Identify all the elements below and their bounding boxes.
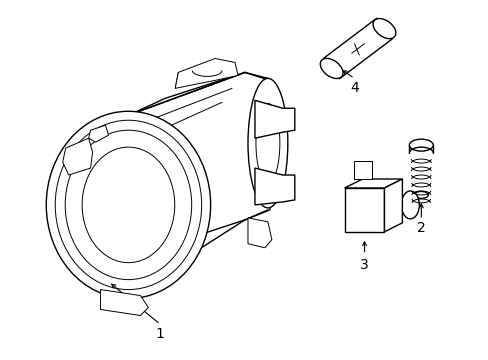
Text: 3: 3 [360, 258, 368, 272]
Ellipse shape [247, 78, 287, 208]
Ellipse shape [274, 179, 288, 197]
Polygon shape [254, 100, 294, 138]
Polygon shape [88, 125, 108, 142]
Polygon shape [247, 218, 271, 248]
Ellipse shape [46, 111, 210, 298]
Ellipse shape [413, 192, 427, 198]
Polygon shape [101, 289, 148, 315]
Polygon shape [353, 161, 371, 179]
Ellipse shape [372, 18, 395, 39]
Polygon shape [384, 179, 402, 232]
Ellipse shape [352, 207, 366, 223]
Polygon shape [175, 58, 238, 88]
Polygon shape [128, 72, 269, 294]
Ellipse shape [65, 130, 191, 280]
Ellipse shape [320, 58, 343, 78]
Polygon shape [254, 168, 294, 205]
Polygon shape [344, 188, 384, 232]
Polygon shape [344, 179, 402, 188]
Text: 1: 1 [156, 327, 164, 341]
Ellipse shape [55, 120, 201, 289]
Text: 2: 2 [416, 221, 425, 235]
Ellipse shape [401, 191, 419, 219]
Ellipse shape [274, 109, 288, 129]
Ellipse shape [408, 139, 432, 151]
Text: 4: 4 [349, 81, 358, 95]
Ellipse shape [255, 103, 279, 183]
Polygon shape [62, 138, 92, 175]
Ellipse shape [82, 147, 174, 263]
